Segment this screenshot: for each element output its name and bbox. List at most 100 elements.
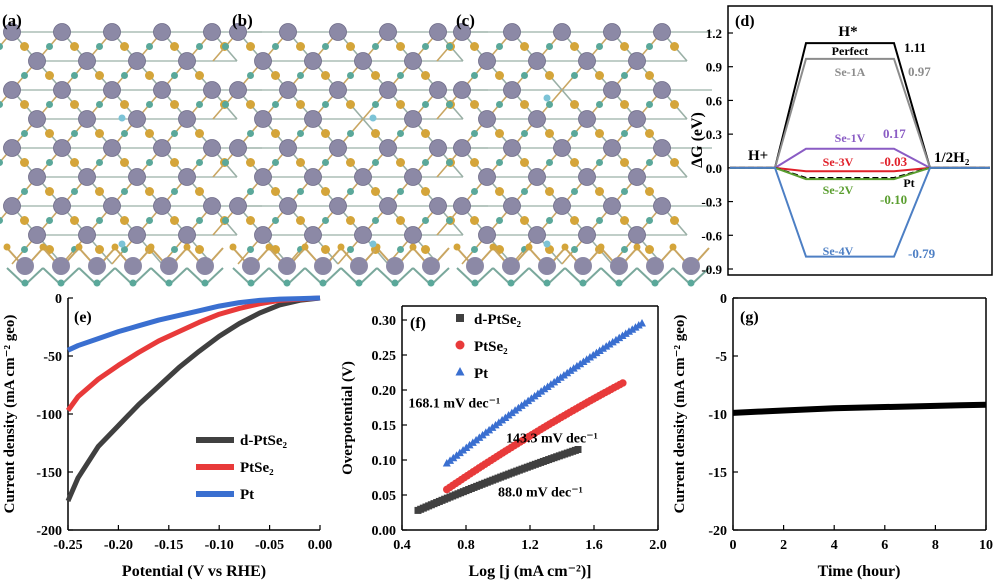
pt-atom [103, 81, 121, 99]
se-atom [321, 129, 330, 138]
panel-label-g: (g) [740, 309, 759, 326]
panel-label-b: (b) [232, 11, 253, 30]
pt-atom [386, 257, 404, 275]
se-atom [196, 217, 203, 224]
pt-atom [528, 52, 546, 70]
se-atom [322, 101, 329, 108]
se-atom [196, 101, 203, 108]
se-atom [396, 100, 405, 109]
lattice-side-view-a [3, 240, 224, 287]
y-tick-label: 0.30 [372, 314, 397, 329]
pt-atom [379, 81, 397, 99]
data-point [559, 370, 568, 379]
se-atom [570, 158, 579, 167]
se-atom [96, 101, 103, 108]
se-atom [246, 216, 255, 225]
data-point [572, 361, 581, 370]
pt-atom [578, 226, 596, 244]
se-atom [546, 159, 553, 166]
pt-atom [354, 168, 372, 186]
y-tick-label: 1.2 [706, 26, 722, 41]
data-point [553, 375, 562, 384]
se-atom [96, 159, 103, 166]
se-atom [646, 159, 653, 166]
se-atom [471, 188, 478, 195]
x-tick-label: 2 [780, 538, 787, 553]
se-atom [346, 42, 355, 51]
pt-atom [88, 257, 106, 275]
data-point [595, 346, 604, 354]
se-atom [71, 130, 78, 137]
se-atom [0, 217, 3, 224]
se-atom [296, 216, 305, 225]
se-atom [196, 159, 203, 166]
pt-atom [254, 168, 272, 186]
x-axis-label: Log [j (mA cm⁻²)] [469, 563, 592, 580]
se-atom [645, 245, 654, 254]
se-atom [21, 246, 28, 253]
legend-label: PtSe₂ [474, 339, 508, 355]
se-atom [297, 188, 304, 195]
se-atom [347, 130, 354, 137]
pt-atom [178, 110, 196, 128]
pt-atom [153, 81, 171, 99]
value-label: 0.17 [883, 126, 906, 141]
data-point [624, 327, 633, 335]
data-point [621, 329, 630, 337]
pt-atom [404, 52, 422, 70]
se-atom [283, 279, 291, 287]
pt-atom [103, 23, 121, 41]
pt-atom [229, 23, 247, 41]
y-tick-label: -20 [708, 524, 727, 539]
y-tick-label: -0.9 [701, 262, 722, 277]
se-atom [170, 42, 179, 51]
se-atom [520, 216, 529, 225]
se-atom [201, 279, 209, 287]
data-point [563, 368, 572, 377]
y-tick-label: 0 [55, 292, 62, 307]
data-point [576, 359, 585, 368]
data-point [585, 353, 594, 361]
se-atom [21, 130, 28, 137]
se-atom [222, 159, 229, 166]
y-tick-label: -5 [715, 350, 727, 365]
legend-marker [455, 340, 465, 350]
pt-atom [502, 257, 520, 275]
y-tick-label: 0.0 [706, 161, 722, 176]
pt-atom [229, 197, 247, 215]
legend-label: d-PtSe₂ [240, 433, 287, 449]
pt-atom [453, 197, 471, 215]
se-atom [372, 159, 379, 166]
curve-2 [66, 295, 321, 353]
se-atom [111, 243, 119, 251]
x-tick-label: 2.0 [649, 538, 667, 553]
data-point [569, 364, 578, 372]
pt-atom [528, 226, 546, 244]
se-atom [95, 71, 104, 80]
se-atom [171, 246, 178, 253]
data-point [605, 340, 614, 348]
pt-atom [279, 81, 297, 99]
se-atom [21, 188, 28, 195]
legend-marker [456, 314, 464, 322]
y-tick-label: 0.20 [372, 384, 397, 399]
se-atom [70, 158, 79, 167]
curve-0 [65, 295, 321, 502]
se-atom [422, 43, 429, 50]
hydrogen-atom [369, 114, 377, 122]
state-label-right: 1/2H₂ [934, 150, 970, 166]
se-atom [507, 279, 515, 287]
hydrogen-atom [543, 240, 551, 248]
x-tick-label: 1.2 [521, 538, 539, 553]
pt-atom [254, 52, 272, 70]
structure-panel-a: (a) [0, 11, 262, 287]
pt-atom [279, 197, 297, 215]
se-atom [397, 130, 404, 137]
se-atom [96, 43, 103, 50]
y-tick-label: 0.3 [706, 127, 723, 142]
se-atom [595, 129, 604, 138]
se-atom [337, 243, 345, 251]
data-point [628, 325, 637, 333]
se-atom [271, 129, 280, 138]
pt-atom [429, 23, 447, 41]
